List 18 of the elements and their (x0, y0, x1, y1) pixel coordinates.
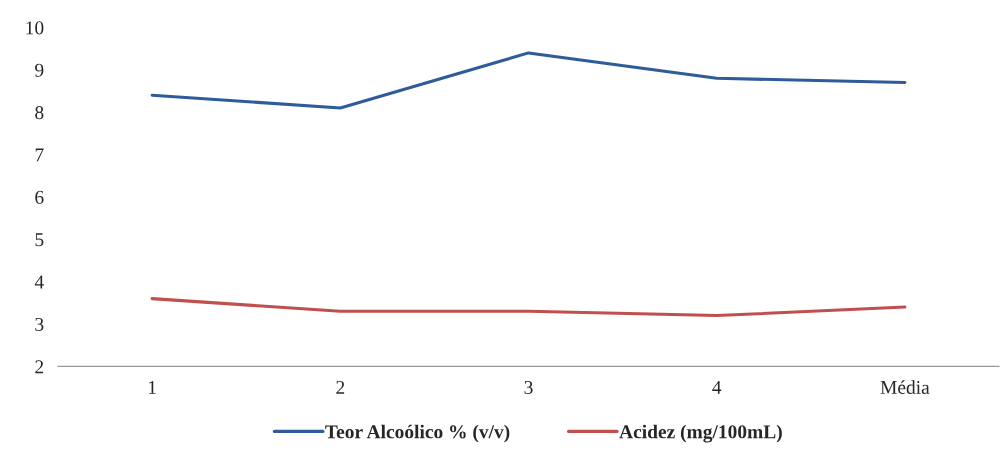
y-tick-label: 9 (35, 63, 44, 77)
legend-label: Acidez (mg/100mL) (619, 424, 782, 443)
y-tick-label: 2 (35, 360, 44, 374)
y-tick-label: 8 (35, 106, 44, 120)
x-tick-label: 3 (524, 380, 533, 394)
legend-label: Teor Alcoólico % (v/v) (325, 424, 510, 443)
y-tick-label: 5 (35, 233, 44, 247)
line-series (150, 297, 907, 318)
line-series (150, 51, 907, 110)
y-tick-label: 3 (35, 317, 44, 331)
x-tick-label: Média (880, 380, 930, 394)
y-tick-label: 4 (34, 275, 44, 289)
x-tick-label: 1 (149, 380, 156, 394)
y-tick-label: 10 (26, 21, 44, 35)
x-tick-label: 4 (712, 380, 722, 394)
y-tick-label: 7 (35, 148, 44, 162)
y-tick-label: 6 (35, 190, 44, 204)
x-tick-label: 2 (336, 380, 345, 394)
